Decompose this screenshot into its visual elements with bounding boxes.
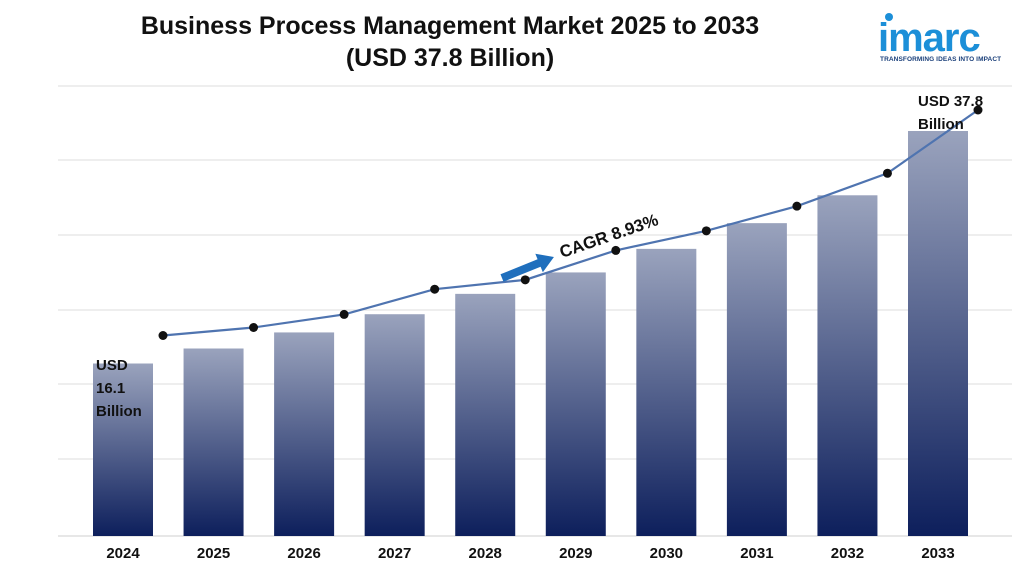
end-value-label: Billion <box>918 116 964 133</box>
imarc-logo: imarc TRANSFORMING IDEAS INTO IMPACT <box>872 8 1012 68</box>
x-tick-label: 2027 <box>378 545 411 562</box>
trend-point-2030 <box>701 226 711 236</box>
x-tick-label: 2031 <box>740 545 773 562</box>
bar-2032 <box>817 195 878 537</box>
x-tick-label: 2028 <box>469 545 502 562</box>
trend-point-2029 <box>611 245 621 255</box>
x-tick-label: 2033 <box>921 545 954 562</box>
bar-2029 <box>545 272 606 536</box>
trend-point-2026 <box>339 309 349 319</box>
x-tick-label: 2026 <box>287 545 320 562</box>
trend-line <box>158 105 983 340</box>
cagr-arrow-icon <box>500 253 554 282</box>
bar-2030 <box>636 248 697 536</box>
x-tick-label: 2029 <box>559 545 592 562</box>
trend-point-2025 <box>249 323 259 332</box>
trend-point-2028 <box>520 275 530 285</box>
bar-2026 <box>274 332 335 536</box>
end-value-label: USD 37.8 <box>918 93 983 110</box>
x-tick-label: 2032 <box>831 545 864 562</box>
x-tick-label: 2025 <box>197 545 230 562</box>
trend-point-2031 <box>792 201 802 211</box>
chart-title-line2: (USD 37.8 Billion) <box>345 44 555 72</box>
chart-title-line1: Business Process Management Market 2025 … <box>140 12 760 40</box>
chart-title: Business Process Management Market 2025 … <box>40 10 860 74</box>
bar-2028 <box>455 293 516 536</box>
axis-labels: 2024 2025 2026 2027 2028 2029 2030 2031 2032 2033 <box>106 545 954 562</box>
bar-2031 <box>726 223 787 536</box>
trend-point-2024 <box>158 331 168 340</box>
x-tick-label: 2024 <box>106 545 140 562</box>
start-value-label: Billion <box>96 403 142 420</box>
logo-tagline: TRANSFORMING IDEAS INTO IMPACT <box>880 56 1002 63</box>
logo-dot-icon <box>885 13 893 21</box>
trend-point-2027 <box>430 284 440 294</box>
logo-wordmark: imarc <box>878 16 981 60</box>
trend-point-2033 <box>973 105 983 115</box>
x-tick-label: 2030 <box>650 545 683 562</box>
start-value-label: 16.1 <box>96 380 125 397</box>
bars <box>93 131 968 537</box>
bar-2033 <box>908 131 968 536</box>
bar-2025 <box>183 348 244 536</box>
start-value-label: USD <box>96 357 128 374</box>
trend-polyline <box>162 109 979 337</box>
bar-2027 <box>364 314 425 536</box>
bar-2024 <box>93 363 153 536</box>
trend-point-2032 <box>882 168 892 178</box>
